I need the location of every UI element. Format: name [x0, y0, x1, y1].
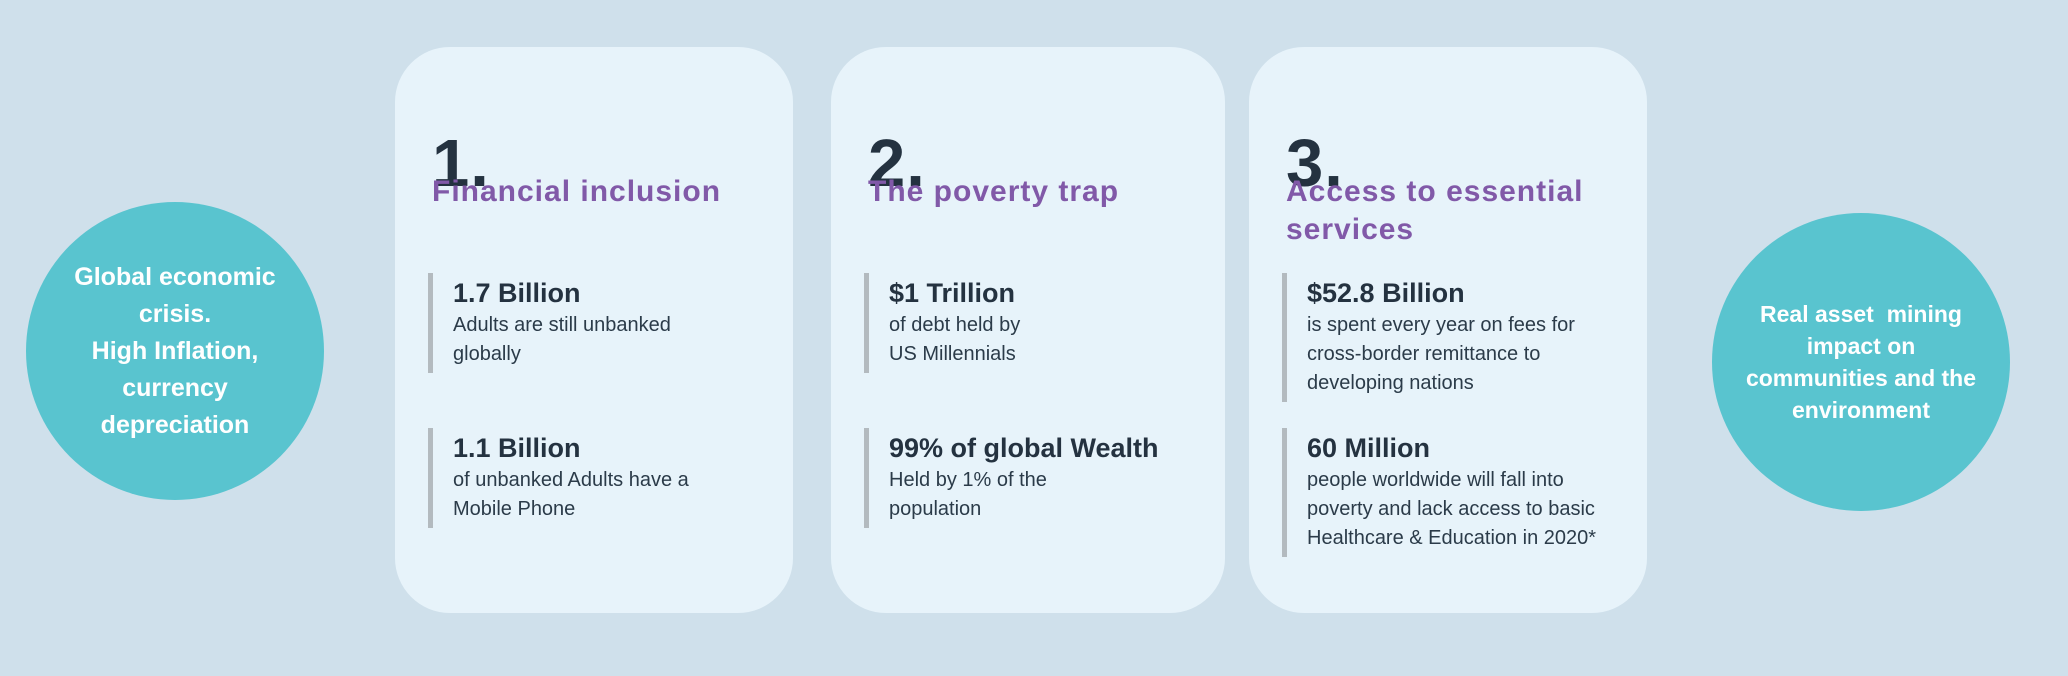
right-context-circle: Real asset mining impact on communities …: [1712, 213, 2010, 511]
card-title: Access to essential services: [1286, 175, 1584, 246]
stat-value: 1.7 Billion: [453, 278, 581, 308]
left-context-circle: Global economic crisis. High Inflation, …: [26, 202, 324, 500]
right-circle-text-line: communities and the: [1745, 365, 1977, 391]
left-circle-text-line: Global economic: [74, 262, 276, 291]
stat-description: people worldwide will fall into poverty …: [1307, 469, 1597, 549]
stat-block: 99% of global Wealth Held by 1% of the p…: [864, 428, 1213, 528]
left-circle-text-line: currency: [122, 373, 228, 402]
card-financial-inclusion: 1. Financial inclusion 1.7 Billion Adult…: [395, 47, 793, 613]
left-circle-text-line: High Inflation,: [91, 336, 259, 365]
stat-block: 1.7 Billion Adults are still unbanked gl…: [428, 273, 781, 373]
left-circle-text-line: crisis.: [138, 299, 212, 328]
card-number: 2.: [868, 126, 926, 201]
card-title: The poverty trap: [868, 175, 1120, 208]
stat-description: of debt held by US Millennials: [889, 314, 1021, 365]
stat-value: $1 Trillion: [889, 278, 1016, 308]
card-title: Financial inclusion: [432, 175, 722, 208]
stat-value: $52.8 Billion: [1307, 278, 1465, 308]
card-poverty-trap: 2. The poverty trap $1 Trillion of debt …: [831, 47, 1225, 613]
right-circle-text-line: Real asset mining: [1760, 301, 1962, 327]
stat-description: of unbanked Adults have a Mobile Phone: [453, 469, 689, 520]
card-number: 3.: [1286, 126, 1344, 201]
stat-block: 1.1 Billion of unbanked Adults have a Mo…: [428, 428, 781, 528]
card-number: 1.: [432, 126, 490, 201]
card-access-essential-services: 3. Access to essential services $52.8 Bi…: [1249, 47, 1647, 613]
right-circle-text-line: environment: [1791, 397, 1931, 423]
right-circle-text-line: impact on: [1806, 333, 1916, 359]
stat-block: $52.8 Billion is spent every year on fee…: [1282, 273, 1635, 402]
left-circle-text-line: depreciation: [100, 410, 250, 439]
stat-block: 60 Million people worldwide will fall in…: [1282, 428, 1635, 557]
stat-value: 1.1 Billion: [453, 433, 581, 463]
stat-block: $1 Trillion of debt held by US Millennia…: [864, 273, 1213, 373]
stat-description: Adults are still unbanked globally: [453, 314, 671, 365]
stat-description: Held by 1% of the population: [889, 469, 1047, 520]
stat-value: 99% of global Wealth: [889, 433, 1159, 463]
stat-description: is spent every year on fees for cross-bo…: [1307, 314, 1575, 394]
stat-value: 60 Million: [1307, 433, 1431, 463]
